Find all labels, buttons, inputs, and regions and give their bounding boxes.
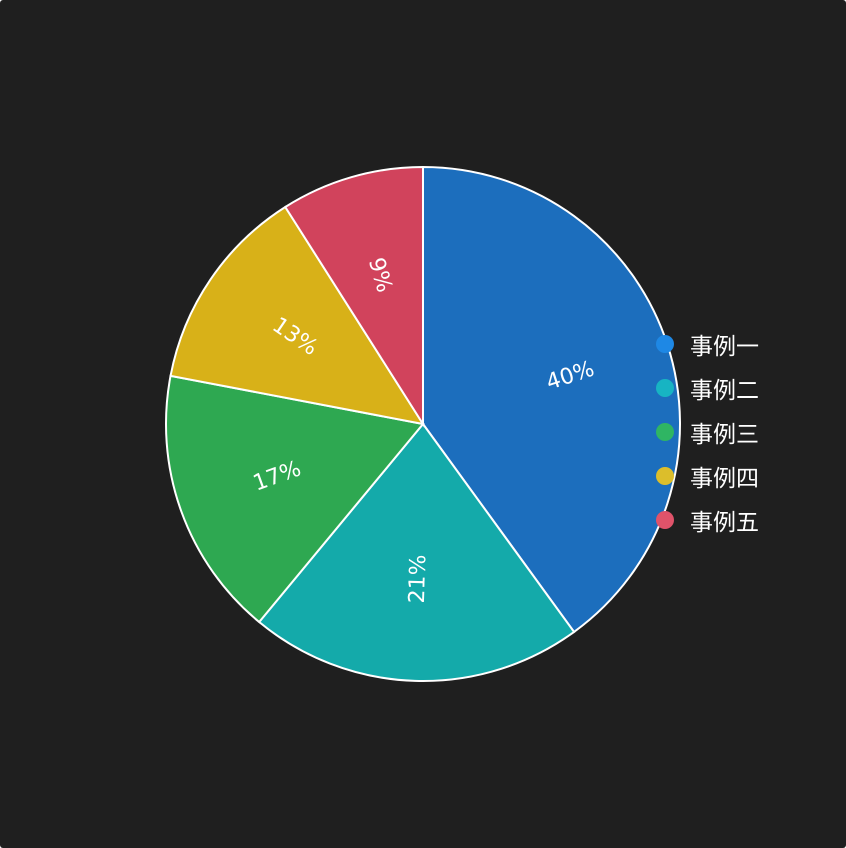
legend-item-5[interactable]: 事例五 xyxy=(656,498,759,542)
pie-slice-5[interactable] xyxy=(283,165,424,428)
legend-item-4[interactable]: 事例四 xyxy=(656,454,759,498)
legend-label: 事例三 xyxy=(690,422,759,448)
legend-item-3[interactable]: 事例三 xyxy=(656,410,759,454)
pie-slice-2[interactable] xyxy=(257,422,576,682)
legend-item-2[interactable]: 事例二 xyxy=(656,366,759,410)
legend: 事例一 事例二 事例三 事例四 事例五 xyxy=(656,322,759,542)
legend-dot-icon xyxy=(656,423,674,441)
pie-slice-3[interactable] xyxy=(165,374,425,624)
legend-label: 事例五 xyxy=(690,510,759,536)
legend-label: 事例四 xyxy=(690,466,759,492)
pie-slice-4[interactable] xyxy=(169,205,426,426)
legend-dot-icon xyxy=(656,511,674,529)
legend-dot-icon xyxy=(656,467,674,485)
slice-label-2: 21% xyxy=(405,554,432,604)
legend-dot-icon xyxy=(656,379,674,397)
legend-item-1[interactable]: 事例一 xyxy=(656,322,759,366)
legend-label: 事例二 xyxy=(690,378,759,404)
legend-dot-icon xyxy=(656,335,674,353)
legend-label: 事例一 xyxy=(690,334,759,360)
